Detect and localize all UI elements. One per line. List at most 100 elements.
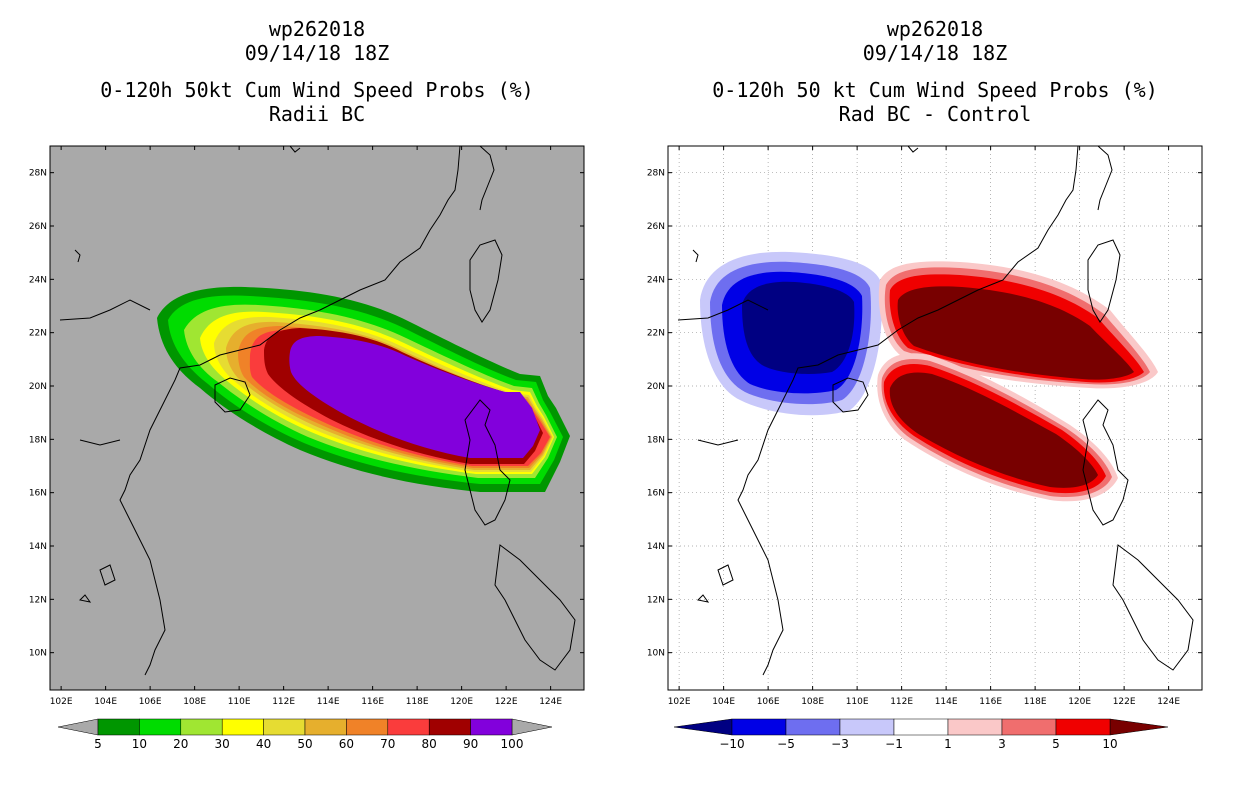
left-coast-hainan <box>214 377 251 413</box>
lat-label: 26N <box>29 222 47 232</box>
right-colorbar-swatch <box>1001 718 1057 736</box>
right-coastline-east <box>1097 146 1113 211</box>
right-colorbar-label: 3 <box>998 737 1006 751</box>
lon-label: 112E <box>890 697 913 707</box>
right-storm-id: wp262018 <box>886 17 984 41</box>
right-colorbar-swatch <box>893 718 949 736</box>
lon-label: 104E <box>94 697 117 707</box>
left-borders <box>59 249 151 446</box>
lon-label: 102E <box>668 697 691 707</box>
lat-label: 24N <box>647 275 665 285</box>
lon-label: 122E <box>1113 697 1136 707</box>
right-coast-luzon <box>1082 399 1129 526</box>
lon-label: 114E <box>935 697 958 707</box>
lat-label: 14N <box>647 542 665 552</box>
lat-label: 16N <box>29 489 47 499</box>
right-colorbar-high-arrow <box>1109 718 1169 736</box>
lon-label: 108E <box>801 697 824 707</box>
left-colorbar-swatch <box>387 718 430 736</box>
left-colorbar-label: 90 <box>463 737 478 751</box>
left-colorbar-label: 30 <box>215 737 230 751</box>
lon-label: 106E <box>757 697 780 707</box>
left-colorbar-label: 20 <box>173 737 188 751</box>
lon-label: 120E <box>1068 697 1091 707</box>
right-colorbar-swatch <box>947 718 1003 736</box>
left-colorbar-swatch <box>304 718 347 736</box>
right-contour-neg-10 <box>742 281 855 374</box>
lat-label: 18N <box>647 435 665 445</box>
lon-label: 124E <box>539 697 562 707</box>
right-panel-title-block: wp262018 09/14/18 18Z 0-120h 50 kt Cum W… <box>668 18 1202 127</box>
right-colorbar-label: −1 <box>885 737 903 751</box>
left-colorbar-label: 50 <box>297 737 312 751</box>
right-contour-pos-10-upper <box>897 286 1134 380</box>
left-colorbar-label: 10 <box>132 737 147 751</box>
lat-label: 28N <box>647 169 665 179</box>
lat-label: 24N <box>29 275 47 285</box>
right-contour-pos-10-lower <box>889 372 1098 488</box>
left-storm-id: wp262018 <box>268 17 366 41</box>
lon-label: 124E <box>1157 697 1180 707</box>
right-colorbar-swatch <box>785 718 841 736</box>
lat-label: 12N <box>29 595 47 605</box>
left-map-frame <box>49 145 585 691</box>
lon-label: 110E <box>846 697 869 707</box>
left-colorbar-swatch <box>221 718 264 736</box>
left-coast-visayas <box>494 544 576 671</box>
lon-label: 116E <box>979 697 1002 707</box>
left-colorbar-high-arrow <box>511 718 553 736</box>
left-coast-luzon <box>464 399 511 526</box>
lat-label: 28N <box>29 169 47 179</box>
left-coast-small-islands <box>78 564 116 603</box>
right-coastlines <box>677 146 1194 676</box>
left-colorbar-swatch <box>346 718 389 736</box>
right-title: 0-120h 50 kt Cum Wind Speed Probs (%) <box>712 78 1158 102</box>
left-colorbar-swatch <box>428 718 471 736</box>
right-colorbar: −10 −5 −3 −1 1 3 5 10 <box>673 718 1169 751</box>
left-title: 0-120h 50kt Cum Wind Speed Probs (%) <box>100 78 534 102</box>
right-colorbar-label: −3 <box>831 737 849 751</box>
right-colorbar-label: 5 <box>1052 737 1060 751</box>
lon-label: 118E <box>406 697 429 707</box>
right-colorbar-swatch <box>839 718 895 736</box>
right-difference-field <box>700 251 1158 502</box>
lat-label: 10N <box>29 649 47 659</box>
left-map-panel: 102E 104E 106E 108E 110E 112E 114E 116E 118E 120E… <box>29 145 585 707</box>
left-coastline-mainland <box>119 146 461 676</box>
lon-label: 106E <box>139 697 162 707</box>
right-colorbar-swatch <box>731 718 787 736</box>
left-colorbar-swatch <box>470 718 513 736</box>
right-colorbar-label: 10 <box>1102 737 1117 751</box>
lat-label: 18N <box>29 435 47 445</box>
right-colorbar-label: −10 <box>719 737 744 751</box>
lon-label: 104E <box>712 697 735 707</box>
right-map-panel: 102E 104E 106E 108E 110E 112E 114E 116E 118E 120E… <box>647 145 1203 707</box>
lon-label: 122E <box>495 697 518 707</box>
left-datetime: 09/14/18 18Z <box>244 41 390 65</box>
lon-label: 110E <box>228 697 251 707</box>
lat-label: 20N <box>29 382 47 392</box>
left-panel-title-block: wp262018 09/14/18 18Z 0-120h 50kt Cum Wi… <box>50 18 584 127</box>
left-colorbar-label: 40 <box>256 737 271 751</box>
lon-label: 112E <box>272 697 295 707</box>
lat-label: 10N <box>647 649 665 659</box>
left-coast-taiwan <box>469 239 503 323</box>
left-colorbar-low-arrow <box>57 718 99 736</box>
lat-label: 20N <box>647 382 665 392</box>
right-coastline-mainland <box>737 146 1079 676</box>
lat-label: 26N <box>647 222 665 232</box>
left-probability-field <box>157 286 570 492</box>
right-coast-visayas <box>1112 544 1194 671</box>
left-colorbar-label: 80 <box>422 737 437 751</box>
lat-label: 12N <box>647 595 665 605</box>
left-subtitle: Radii BC <box>268 102 366 126</box>
left-colorbar-swatch <box>263 718 306 736</box>
lat-label: 22N <box>29 329 47 339</box>
left-coastline-east <box>479 146 495 211</box>
right-colorbar-label: −5 <box>777 737 795 751</box>
right-colorbar-label: 1 <box>944 737 952 751</box>
right-subtitle: Rad BC - Control <box>838 102 1032 126</box>
lon-label: 108E <box>183 697 206 707</box>
lon-label: 118E <box>1024 697 1047 707</box>
left-colorbar-label: 70 <box>380 737 395 751</box>
